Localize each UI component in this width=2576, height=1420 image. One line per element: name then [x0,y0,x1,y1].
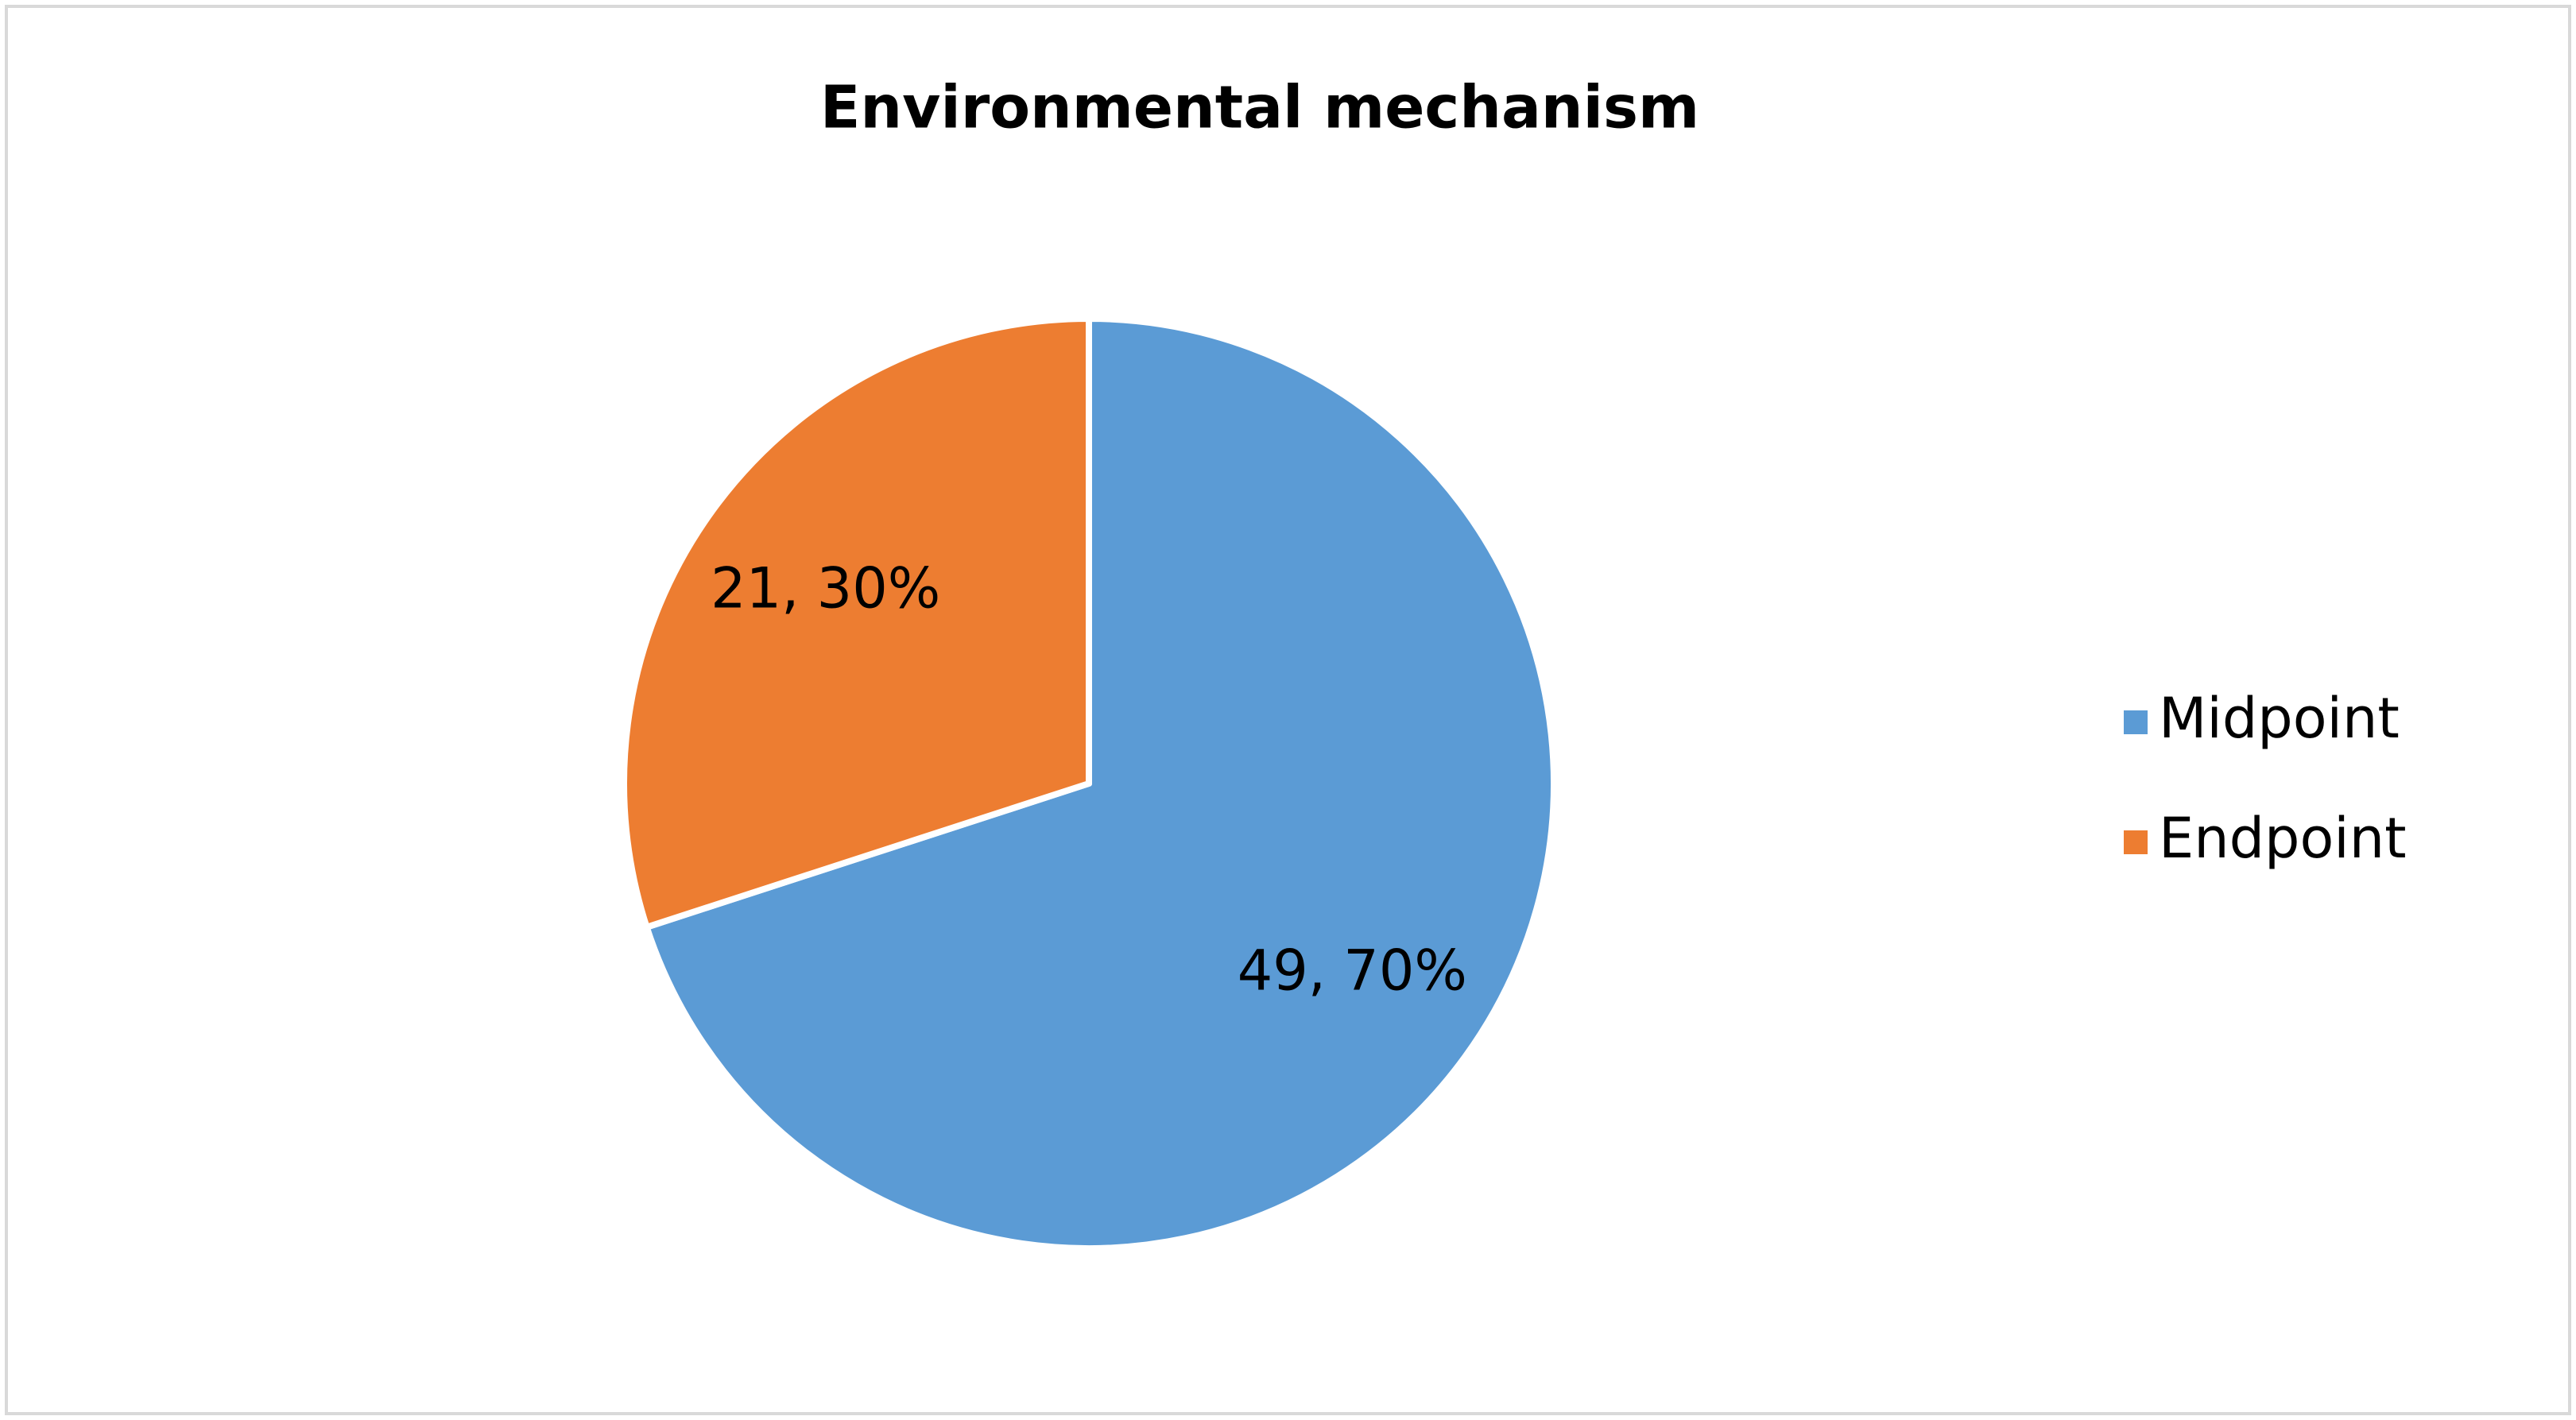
legend-label: Midpoint [2159,686,2400,751]
data-label: 21, 30% [711,555,940,621]
legend-label: Endpoint [2159,806,2407,871]
legend-swatch [2124,710,2148,734]
legend-swatch [2124,830,2148,854]
pie-slice [643,315,1557,1252]
chart-title: Environmental mechanism [820,74,1699,142]
data-label: 49, 70% [1238,938,1467,1004]
pie-slice [621,315,1092,931]
